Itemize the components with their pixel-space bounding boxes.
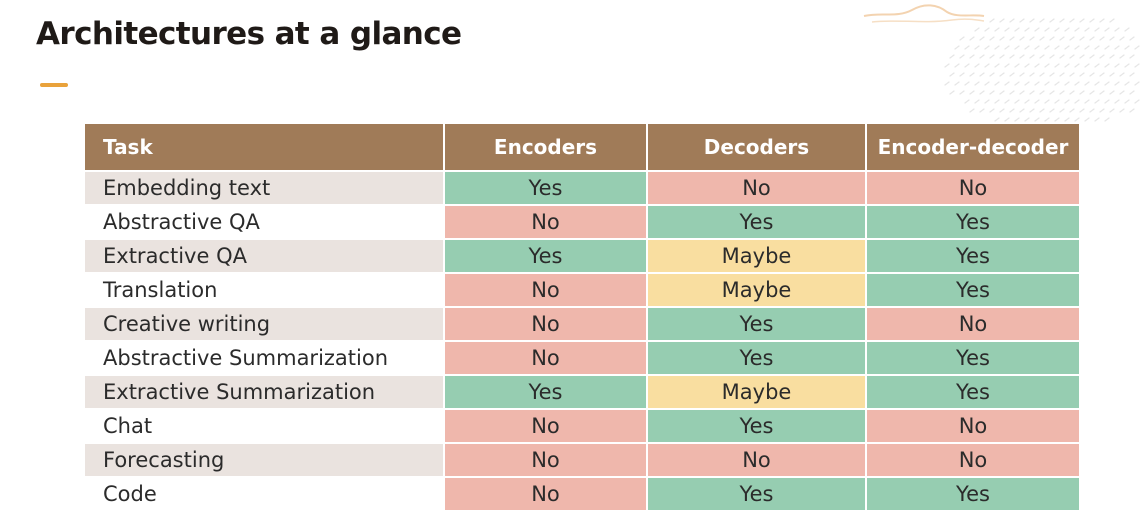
title-accent-bar	[40, 83, 68, 87]
column-header-decoders: Decoders	[647, 124, 867, 171]
table-row: Embedding text Yes No No	[85, 170, 1079, 205]
column-header-task: Task	[85, 124, 445, 171]
table-row: Forecasting No No No	[85, 442, 1079, 477]
value-cell: No	[866, 170, 1079, 205]
task-cell: Forecasting	[85, 442, 445, 477]
value-cell: No	[444, 306, 648, 341]
value-cell: Yes	[647, 476, 867, 510]
task-cell: Chat	[85, 408, 445, 443]
table-header-row: Task Encoders Decoders Encoder-decoder	[85, 124, 1079, 171]
value-cell: No	[647, 442, 867, 477]
value-cell: Yes	[866, 238, 1079, 273]
task-cell: Extractive QA	[85, 238, 445, 273]
value-cell: Yes	[647, 306, 867, 341]
column-header-encoders: Encoders	[444, 124, 648, 171]
value-cell: Yes	[647, 340, 867, 375]
value-cell: No	[444, 272, 648, 307]
value-cell: No	[444, 408, 648, 443]
value-cell: No	[647, 170, 867, 205]
task-cell: Translation	[85, 272, 445, 307]
column-header-encoder-decoder: Encoder-decoder	[866, 124, 1079, 171]
table-row: Translation No Maybe Yes	[85, 272, 1079, 307]
value-cell: No	[444, 476, 648, 510]
value-cell: Yes	[444, 170, 648, 205]
value-cell: Yes	[647, 408, 867, 443]
architectures-table: Task Encoders Decoders Encoder-decoder E…	[85, 124, 1079, 510]
task-cell: Abstractive Summarization	[85, 340, 445, 375]
value-cell: No	[444, 442, 648, 477]
decorative-line-art	[863, 4, 985, 23]
table-body: Embedding text Yes No No Abstractive QA No Yes…	[85, 170, 1079, 510]
value-cell: No	[866, 306, 1079, 341]
value-cell: Yes	[866, 272, 1079, 307]
value-cell: Yes	[647, 204, 867, 239]
task-cell: Embedding text	[85, 170, 445, 205]
value-cell: Yes	[866, 204, 1079, 239]
value-cell: Yes	[444, 238, 648, 273]
decorative-leaf-pattern	[944, 18, 1140, 131]
table-row: Code No Yes Yes	[85, 476, 1079, 510]
table-row: Abstractive QA No Yes Yes	[85, 204, 1079, 239]
value-cell: Yes	[444, 374, 648, 409]
value-cell: Yes	[866, 374, 1079, 409]
value-cell: Yes	[866, 476, 1079, 510]
table-row: Abstractive Summarization No Yes Yes	[85, 340, 1079, 375]
task-cell: Creative writing	[85, 306, 445, 341]
value-cell: Maybe	[647, 374, 867, 409]
table-row: Extractive Summarization Yes Maybe Yes	[85, 374, 1079, 409]
table-row: Extractive QA Yes Maybe Yes	[85, 238, 1079, 273]
task-cell: Extractive Summarization	[85, 374, 445, 409]
table-row: Chat No Yes No	[85, 408, 1079, 443]
value-cell: No	[444, 340, 648, 375]
slide-title: Architectures at a glance	[36, 16, 462, 52]
value-cell: No	[444, 204, 648, 239]
value-cell: Yes	[866, 340, 1079, 375]
table-row: Creative writing No Yes No	[85, 306, 1079, 341]
task-cell: Abstractive QA	[85, 204, 445, 239]
value-cell: Maybe	[647, 238, 867, 273]
value-cell: Maybe	[647, 272, 867, 307]
value-cell: No	[866, 408, 1079, 443]
value-cell: No	[866, 442, 1079, 477]
task-cell: Code	[85, 476, 445, 510]
